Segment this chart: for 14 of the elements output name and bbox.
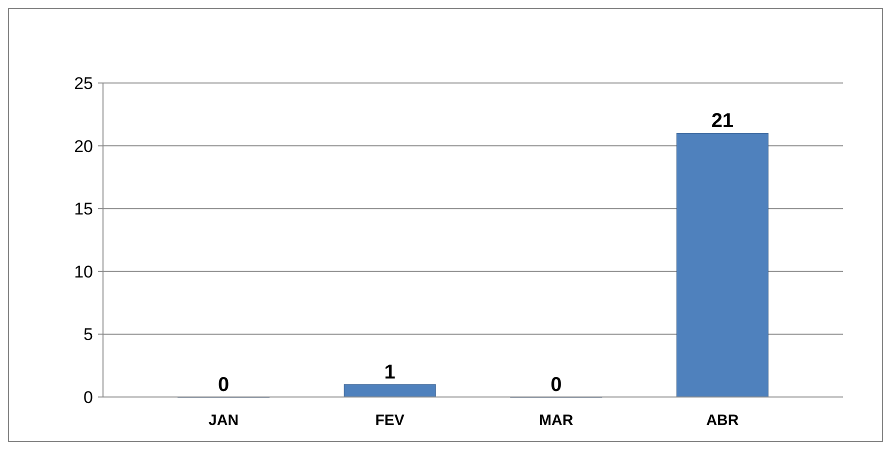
- data-label: 1: [384, 361, 396, 384]
- data-label: 0: [550, 374, 562, 396]
- data-label: 21: [711, 110, 734, 132]
- y-tick-label: 5: [84, 325, 93, 344]
- data-label: 0: [218, 374, 230, 396]
- x-tick-label: FEV: [375, 412, 404, 429]
- x-tick-label: JAN: [208, 412, 239, 429]
- y-tick-label: 0: [84, 388, 93, 407]
- y-tick-label: 10: [74, 262, 93, 282]
- y-tick-label: 25: [74, 74, 93, 93]
- x-tick-label: ABR: [706, 412, 739, 429]
- x-tick-label: MAR: [539, 412, 574, 429]
- y-tick-label: 20: [74, 136, 93, 156]
- y-tick-label: 15: [74, 200, 93, 219]
